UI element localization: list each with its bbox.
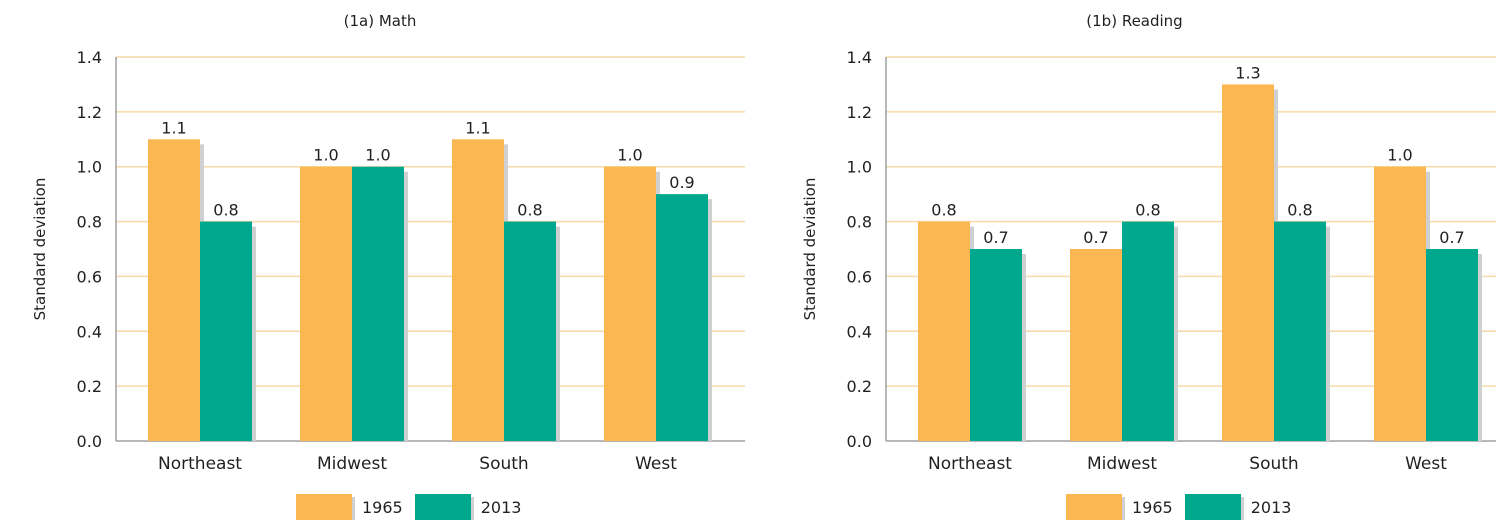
chart-title: (1b) Reading [1086, 12, 1183, 30]
data-label: 1.3 [1235, 63, 1260, 82]
data-label: 1.0 [313, 146, 338, 165]
y-tick-label: 1.2 [847, 103, 872, 122]
legend-swatch-2013 [414, 494, 471, 520]
x-tick-label: South [1249, 454, 1298, 474]
x-tick-label: West [635, 454, 677, 474]
x-tick-label: West [1405, 454, 1447, 474]
legend-swatch-1965 [1066, 494, 1122, 520]
x-tick-label: Northeast [158, 454, 242, 474]
bar-1965-south [452, 139, 504, 442]
bar-2013-south [504, 221, 556, 441]
bar-1965-northeast [918, 221, 970, 441]
y-tick-label: 1.4 [77, 48, 102, 67]
y-tick-label: 0.0 [77, 432, 102, 451]
bar-2013-west [1426, 249, 1478, 441]
bar-1965-west [604, 166, 656, 441]
x-tick-label: Midwest [317, 454, 387, 474]
bar-2013-south [1274, 221, 1326, 441]
legend-swatch-2013 [1184, 494, 1241, 520]
legend-label-1965: 1965 [1132, 497, 1173, 517]
bar-1965-south [1222, 84, 1274, 441]
data-label: 0.8 [1135, 201, 1160, 220]
math-chart-panel: (1a) Math Standard deviation 0.0 0.2 0.4 0.… [31, 12, 745, 520]
y-tick-label: 0.6 [77, 267, 102, 286]
x-tick-label: Northeast [928, 454, 1012, 474]
chart-legend: 1965 2013 [296, 494, 521, 520]
data-label: 1.0 [617, 146, 642, 165]
reading-chart-panel: (1b) Reading Standard deviation 0.0 0.2 0.… [770, 0, 1499, 520]
legend-item-1965: 1965 [1066, 494, 1173, 520]
legend-label-1965: 1965 [362, 497, 403, 517]
y-tick-label: 0.4 [77, 322, 102, 341]
y-tick-label: 0.4 [847, 322, 872, 341]
y-tick-label: 0.6 [847, 267, 872, 286]
data-label: 0.8 [213, 201, 238, 220]
math-bar-chart: 0.0 0.2 0.4 0.6 0.8 1.0 1.2 1.4 1.1 0.8 Northeast 1… [77, 48, 745, 474]
data-label: 0.7 [983, 228, 1008, 247]
legend-swatch-1965 [296, 494, 352, 520]
y-tick-label: 0.2 [77, 377, 102, 396]
data-label: 0.9 [669, 173, 694, 192]
legend-item-1965: 1965 [296, 494, 403, 520]
data-label: 1.0 [365, 146, 390, 165]
legend-label-2013: 2013 [1250, 497, 1292, 517]
y-tick-label: 1.0 [77, 158, 102, 177]
bar-2013-midwest [1122, 221, 1174, 441]
x-tick-label: Midwest [1087, 454, 1157, 474]
reading-bar-chart: 0.0 0.2 0.4 0.6 0.8 1.0 1.2 1.4 0.8 0.7 Northeast 0… [847, 48, 1496, 474]
bar-2013-northeast [200, 221, 252, 441]
y-tick-label: 1.0 [847, 158, 872, 177]
data-label: 1.0 [1387, 146, 1412, 165]
chart-title: (1a) Math [343, 12, 417, 30]
y-tick-label: 0.8 [77, 213, 102, 232]
data-label: 1.1 [465, 118, 490, 137]
bar-2013-midwest [352, 166, 404, 441]
y-tick-label: 0.8 [847, 213, 872, 232]
x-tick-label: South [479, 454, 528, 474]
bar-2013-west [656, 194, 708, 441]
data-label: 1.1 [161, 118, 186, 137]
y-tick-label: 1.2 [77, 103, 102, 122]
data-label: 0.8 [931, 201, 956, 220]
bar-1965-northeast [148, 139, 200, 442]
data-label: 0.8 [517, 201, 542, 220]
legend-item-2013: 2013 [414, 494, 522, 520]
data-label: 0.7 [1083, 228, 1108, 247]
legend-label-2013: 2013 [480, 497, 522, 517]
bar-1965-midwest [1070, 249, 1122, 441]
data-label: 0.8 [1287, 201, 1312, 220]
bar-1965-west [1374, 166, 1426, 441]
chart-legend: 1965 2013 [1066, 494, 1291, 520]
y-tick-label: 0.2 [847, 377, 872, 396]
bar-1965-midwest [300, 166, 352, 441]
legend-item-2013: 2013 [1184, 494, 1292, 520]
y-tick-label: 1.4 [847, 48, 872, 67]
bar-2013-northeast [970, 249, 1022, 441]
y-tick-label: 0.0 [847, 432, 872, 451]
data-label: 0.7 [1439, 228, 1464, 247]
